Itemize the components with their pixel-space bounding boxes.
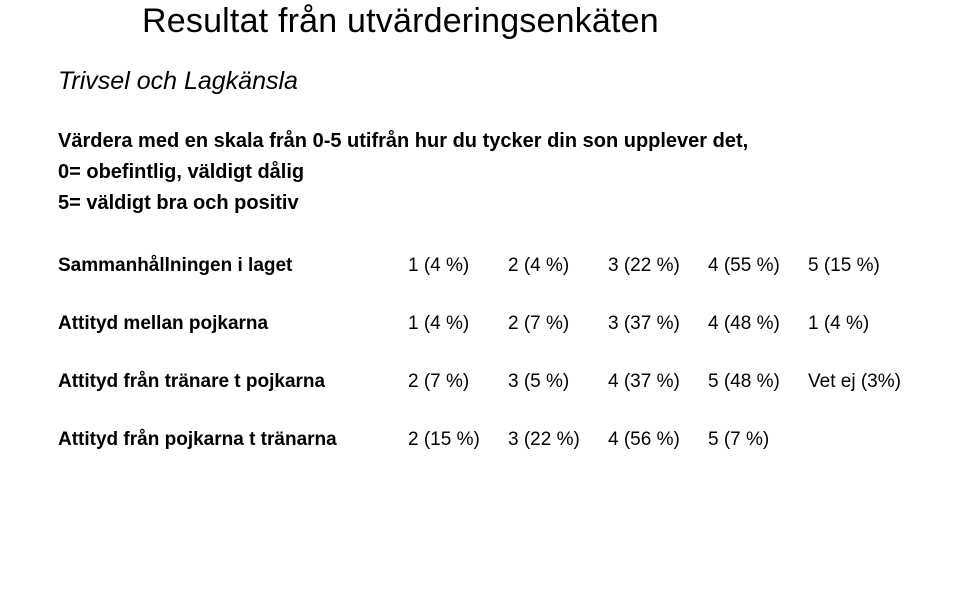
- row-cell: 1 (4 %): [808, 313, 908, 335]
- row-cell: 4 (37 %): [608, 371, 708, 393]
- row-cell: 2 (15 %): [408, 429, 508, 451]
- data-row: Sammanhållningen i laget 1 (4 %) 2 (4 %)…: [58, 255, 901, 277]
- row-cell: [808, 429, 908, 451]
- row-cell: 1 (4 %): [408, 313, 508, 335]
- data-row: Attityd mellan pojkarna 1 (4 %) 2 (7 %) …: [58, 313, 901, 335]
- row-cell: 2 (7 %): [508, 313, 608, 335]
- row-cell: 4 (48 %): [708, 313, 808, 335]
- row-cell: 4 (56 %): [608, 429, 708, 451]
- row-cell: 3 (22 %): [508, 429, 608, 451]
- row-label: Attityd från tränare t pojkarna: [58, 371, 408, 393]
- row-cell: 3 (22 %): [608, 255, 708, 277]
- row-cell: 5 (48 %): [708, 371, 808, 393]
- instruction-line: 0= obefintlig, väldigt dålig: [58, 157, 901, 188]
- data-row: Attityd från tränare t pojkarna 2 (7 %) …: [58, 371, 901, 393]
- instruction-line: 5= väldigt bra och positiv: [58, 188, 901, 219]
- row-label: Attityd mellan pojkarna: [58, 313, 408, 335]
- page-title: Resultat från utvärderingsenkäten: [142, 2, 901, 41]
- row-cell: 5 (15 %): [808, 255, 908, 277]
- document-page: Resultat från utvärderingsenkäten Trivse…: [0, 0, 959, 451]
- row-label: Sammanhållningen i laget: [58, 255, 408, 277]
- instruction-line: Värdera med en skala från 0-5 utifrån hu…: [58, 126, 901, 157]
- row-cell: 2 (4 %): [508, 255, 608, 277]
- row-cell: 5 (7 %): [708, 429, 808, 451]
- row-label: Attityd från pojkarna t tränarna: [58, 429, 408, 451]
- row-cell: 1 (4 %): [408, 255, 508, 277]
- row-cell: 3 (37 %): [608, 313, 708, 335]
- row-cell: Vet ej (3%): [808, 371, 908, 393]
- data-row: Attityd från pojkarna t tränarna 2 (15 %…: [58, 429, 901, 451]
- row-cell: 2 (7 %): [408, 371, 508, 393]
- section-subtitle: Trivsel och Lagkänsla: [58, 67, 901, 96]
- row-cell: 3 (5 %): [508, 371, 608, 393]
- instruction-block: Värdera med en skala från 0-5 utifrån hu…: [58, 126, 901, 219]
- row-cell: 4 (55 %): [708, 255, 808, 277]
